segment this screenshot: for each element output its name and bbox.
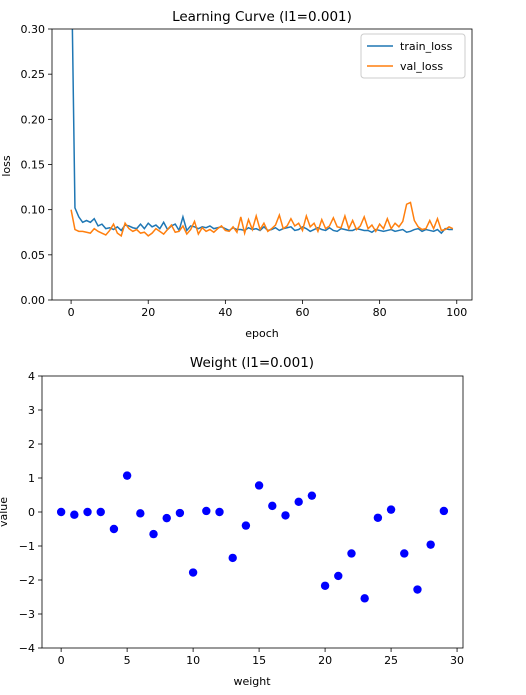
y-tick-label: 0 — [28, 506, 35, 519]
weight-point — [413, 585, 422, 594]
weight-frame — [41, 375, 464, 649]
x-tick-label: 0 — [68, 306, 75, 319]
weight-point — [294, 497, 303, 506]
y-tick-label: 0.05 — [21, 249, 46, 262]
weight-point — [215, 507, 224, 517]
weight-points — [56, 471, 449, 603]
weight-point — [149, 529, 158, 539]
weight-point — [162, 513, 171, 523]
x-tick-label: 100 — [446, 306, 467, 319]
weight-x-label: weight — [233, 675, 271, 688]
weight-point — [83, 507, 92, 517]
y-tick-label: 0.20 — [21, 113, 46, 126]
weight-point — [109, 524, 119, 534]
weight-plot-area — [42, 376, 463, 648]
y-tick-label: 0.10 — [21, 204, 46, 217]
weight-point — [241, 521, 251, 530]
weight-point — [202, 506, 211, 516]
weight-point — [360, 594, 369, 603]
y-tick-label: −2 — [19, 574, 35, 587]
x-tick-label: 80 — [373, 306, 387, 319]
weight-point — [281, 511, 290, 520]
x-tick-label: 30 — [450, 654, 464, 667]
learning-curve-legend: train_loss val_loss — [360, 33, 466, 79]
learning-curve-y-ticks: 0.00 0.05 0.10 0.15 0.20 0.25 0.30 — [21, 23, 52, 307]
y-tick-label: 0.25 — [21, 68, 46, 81]
x-tick-label: 5 — [124, 654, 131, 667]
x-tick-label: 60 — [295, 306, 309, 319]
x-tick-label: 20 — [141, 306, 155, 319]
x-tick-label: 15 — [252, 654, 266, 667]
y-tick-label: 0.15 — [21, 159, 46, 172]
series-line-train-loss — [71, 29, 453, 235]
weight-point — [347, 549, 356, 558]
weight-point — [334, 571, 343, 581]
y-tick-label: 0.00 — [21, 294, 46, 307]
y-tick-label: 1 — [28, 472, 35, 485]
weight-point — [268, 501, 277, 511]
y-tick-label: 4 — [28, 370, 35, 383]
learning-curve-frame — [51, 28, 473, 301]
learning-curve-title: Learning Curve (l1=0.001) — [172, 9, 352, 25]
weight-point — [386, 505, 396, 514]
y-tick-label: 3 — [28, 404, 35, 417]
weight-point — [320, 581, 330, 590]
weight-y-ticks: −4 −3 −2 −1 0 1 2 3 4 — [19, 370, 42, 655]
weight-point — [373, 513, 383, 522]
weight-point — [228, 553, 237, 563]
weight-chart-title: Weight (l1=0.001) — [190, 355, 314, 371]
weight-point — [439, 506, 449, 516]
x-tick-label: 20 — [318, 654, 332, 667]
weight-point — [96, 507, 105, 517]
legend-box — [360, 33, 466, 79]
legend-label-val-loss: val_loss — [400, 60, 443, 73]
learning-curve-y-label: loss — [0, 155, 13, 177]
weight-point — [122, 471, 132, 480]
y-tick-label: −1 — [19, 540, 35, 553]
weight-point — [136, 509, 145, 518]
series-line-val-loss — [70, 201, 454, 238]
learning-curve-x-ticks: 0 20 40 60 80 100 — [68, 300, 467, 319]
weight-point — [70, 510, 79, 519]
weight-point — [188, 568, 198, 577]
x-tick-label: 10 — [186, 654, 200, 667]
x-tick-label: 40 — [218, 306, 232, 319]
weight-y-label: value — [0, 497, 10, 527]
legend-label-train-loss: train_loss — [400, 40, 453, 53]
weight-chart: Weight (l1=0.001) 0 5 10 15 20 25 30 −4−3−2−10… — [0, 355, 464, 688]
y-tick-label: 0.30 — [21, 23, 46, 36]
weight-point — [426, 540, 435, 549]
y-tick-label: 2 — [28, 438, 35, 451]
y-tick-label: −3 — [19, 608, 35, 621]
x-tick-label: 0 — [58, 654, 65, 667]
weight-point — [400, 549, 409, 558]
weight-x-ticks: 0 5 10 15 20 25 30 — [58, 648, 464, 667]
weight-point — [307, 491, 317, 500]
y-tick-label: −4 — [19, 642, 35, 655]
learning-curve-x-label: epoch — [245, 327, 279, 340]
weight-point — [56, 507, 66, 517]
learning-curve-lines — [70, 29, 454, 238]
x-tick-label: 25 — [384, 654, 398, 667]
weight-point — [254, 481, 264, 490]
learning-curve-chart: Learning Curve (l1=0.001) 0 20 40 60 80 100 0… — [0, 9, 473, 340]
weight-point — [175, 508, 185, 518]
